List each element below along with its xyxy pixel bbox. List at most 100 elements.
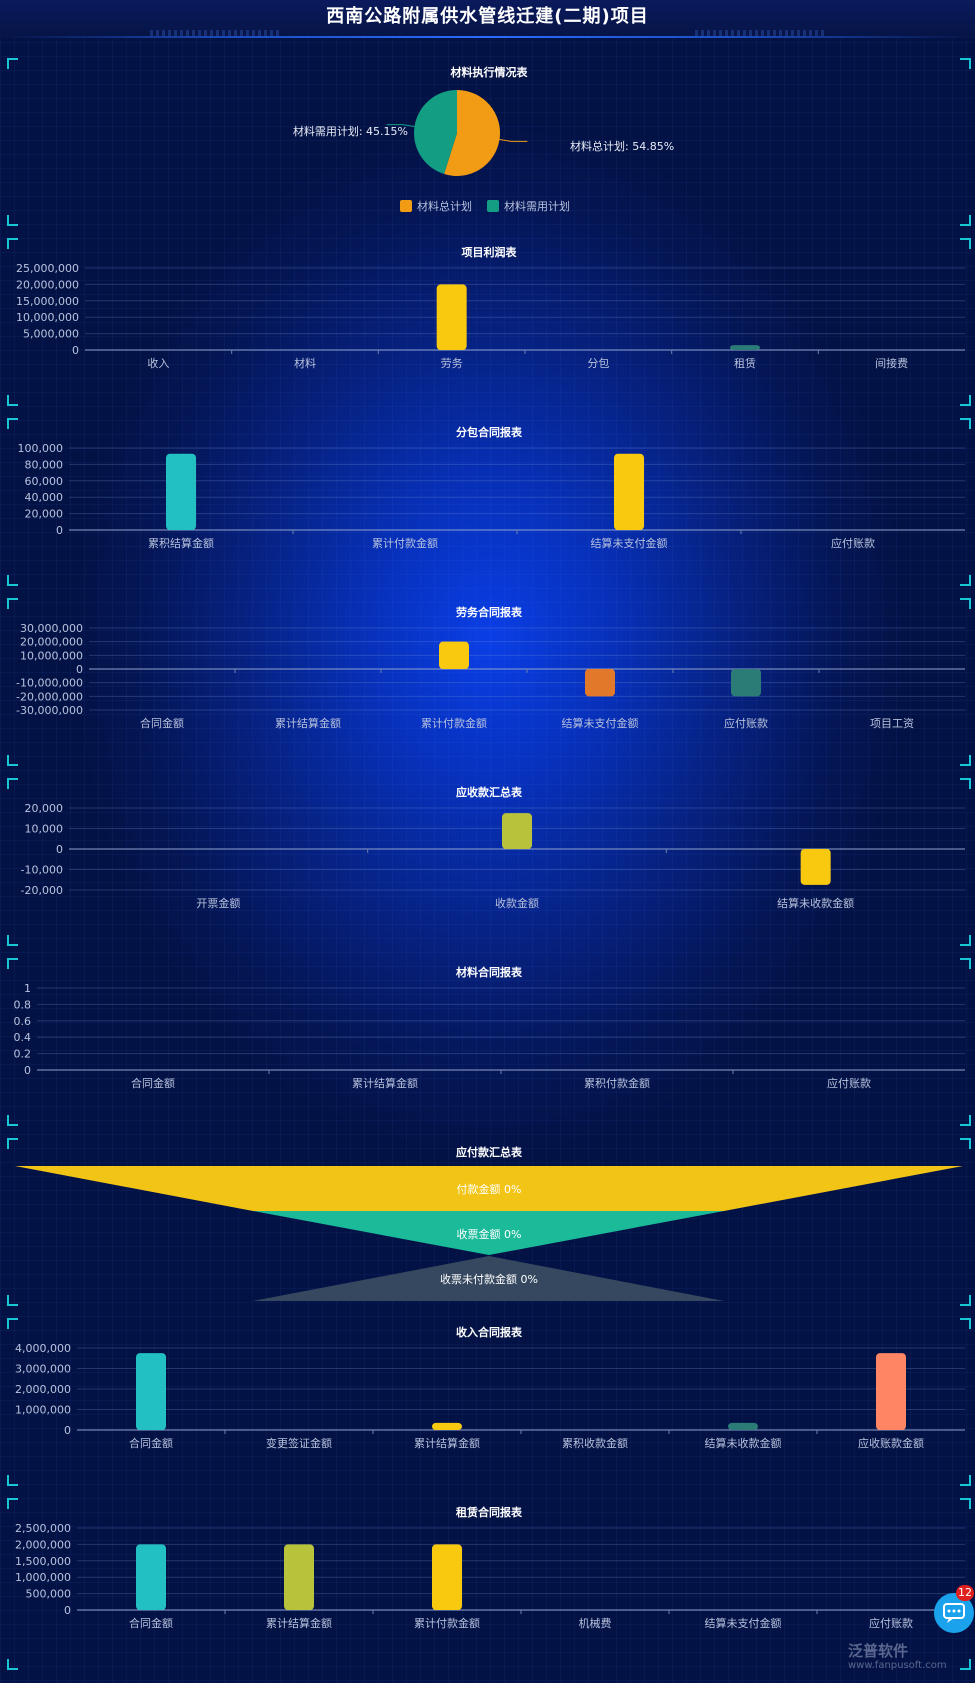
x-tick-label: 机械费 [579,1616,612,1630]
bar[interactable] [800,849,831,885]
y-tick-label: -10,000,000 [16,677,83,690]
x-tick-label: 累计结算金额 [414,1436,480,1450]
bar[interactable] [136,1544,166,1610]
x-tick-label: 累积收款金额 [562,1436,628,1450]
x-tick-label: 累计付款金额 [414,1616,480,1630]
x-tick-label: 累积付款金额 [584,1076,650,1090]
bar[interactable] [502,813,532,849]
corner-ornament [7,935,18,946]
corner-ornament [960,58,971,69]
bar[interactable] [614,453,644,530]
bar[interactable] [585,669,615,697]
y-tick-label: 25,000,000 [16,262,79,275]
corner-ornament [7,778,18,789]
corner-ornament [960,1475,971,1486]
x-tick-label: 项目工资 [870,717,914,730]
header-decoration-left [150,30,280,36]
y-tick-label: 10,000 [25,823,64,836]
panel-payable-summary: 应付款汇总表 付款金额 0% 收票金额 0% 收票未付款金额 0% [7,1138,971,1306]
bar[interactable] [436,284,467,350]
legend-label[interactable]: 材料总计划 [417,199,472,213]
y-tick-label: 80,000 [25,458,64,471]
corner-ornament [960,418,971,429]
x-tick-label: 分包 [587,357,609,370]
y-tick-label: -30,000,000 [16,704,83,717]
funnel-label: 付款金额 0% [457,1182,522,1196]
chat-button[interactable]: 12 [934,1585,974,1633]
corner-ornament [7,418,18,429]
y-tick-label: 0.8 [14,998,32,1011]
y-tick-label: 60,000 [25,475,64,488]
y-tick-label: 20,000,000 [16,278,79,291]
x-tick-label: 合同金额 [129,1436,173,1450]
y-tick-label: 20,000,000 [20,636,83,649]
panel-receivable-summary: 应收款汇总表 -20,000 -10,000 0 10,000 20,000 开票金额 收款… [7,778,971,946]
bar[interactable] [432,1544,462,1610]
corner-ornament [960,755,971,766]
page-title: 西南公路附属供水管线迁建(二期)项目 [326,6,649,27]
legend-label[interactable]: 材料需用计划 [504,199,570,213]
chart-title: 分包合同报表 [456,426,522,439]
pie-label-line [386,124,415,127]
chart-title: 收入合同报表 [456,1326,522,1339]
x-tick-label: 结算未收款金额 [777,896,854,910]
x-tick-label: 劳务 [441,357,463,370]
bar[interactable] [730,345,760,350]
corner-ornament [7,1295,18,1306]
y-tick-label: -10,000 [21,864,63,877]
x-tick-label: 应收账款金额 [858,1436,924,1450]
funnel-stage-payment[interactable] [15,1166,963,1211]
y-tick-label: 100,000 [18,442,64,455]
bar[interactable] [728,1422,758,1430]
pie-slice-material-demand[interactable] [413,90,457,175]
y-tick-label: 0.4 [14,1031,32,1044]
corner-ornament [960,1498,971,1509]
corner-ornament [960,935,971,946]
x-tick-label: 应付账款 [869,1616,913,1630]
y-tick-label: 1,000,000 [15,1404,71,1417]
corner-ornament [7,1138,18,1149]
y-tick-label: 0 [64,1424,71,1437]
corner-ornament [7,1659,18,1670]
funnel-stage-invoice-received[interactable] [253,1211,724,1255]
chart-title: 应收款汇总表 [456,786,522,799]
x-tick-label: 累计结算金额 [352,1076,418,1090]
header-decoration-right [695,30,825,36]
corner-ornament [7,395,18,406]
x-tick-label: 累计结算金额 [275,716,341,730]
y-tick-label: 0 [56,524,63,537]
y-tick-label: 2,500,000 [15,1522,71,1535]
bar[interactable] [432,1422,462,1430]
panel-income-contract: 收入合同报表 0 1,000,000 2,000,000 3,000,000 4,000… [7,1318,971,1486]
pie-slice-material-total[interactable] [444,90,500,176]
corner-ornament [7,1475,18,1486]
x-tick-label: 累计付款金额 [372,536,438,550]
panel-material-contract: 材料合同报表 0 0.2 0.4 0.6 0.8 1 合同金额 累计结算金额 累积付款金额 应付账… [7,958,971,1126]
bar[interactable] [166,453,196,530]
y-tick-label: 40,000 [25,491,64,504]
bar[interactable] [876,1353,906,1430]
bar[interactable] [284,1544,314,1610]
watermark-url: www.fanpusoft.com [848,1660,947,1671]
y-tick-label: 15,000,000 [16,295,79,308]
y-tick-label: 500,000 [26,1588,72,1601]
panel-subcontract: 分包合同报表 0 20,000 40,000 60,000 80,000 100,000 累… [7,418,971,586]
corner-ornament [960,958,971,969]
x-tick-label: 应付账款 [724,716,768,730]
bar-chart-project-profit: 0 5,000,000 10,000,000 15,000,000 20,000,000… [16,262,965,370]
y-tick-label: 10,000,000 [16,311,79,324]
bar-chart-labor-contract: -30,000,000-20,000,000-10,000,000010,000… [16,622,965,730]
x-tick-label: 结算未支付金额 [591,536,668,550]
funnel-label: 收票金额 0% [457,1227,522,1241]
watermark-brand: 泛普软件 [848,1642,909,1660]
bar-chart-income-contract: 0 1,000,000 2,000,000 3,000,000 4,000,000 合同金… [15,1342,965,1450]
x-tick-label: 合同金额 [140,716,184,730]
corner-ornament [960,215,971,226]
funnel-stage-invoiced-unpaid[interactable] [253,1256,724,1301]
y-tick-label: 1,500,000 [15,1555,71,1568]
bar[interactable] [136,1353,166,1430]
bar[interactable] [439,641,469,669]
bar[interactable] [731,669,761,697]
y-tick-label: 0 [64,1604,71,1617]
pie-slice-label: 材料需用计划: 45.15% [293,124,408,138]
